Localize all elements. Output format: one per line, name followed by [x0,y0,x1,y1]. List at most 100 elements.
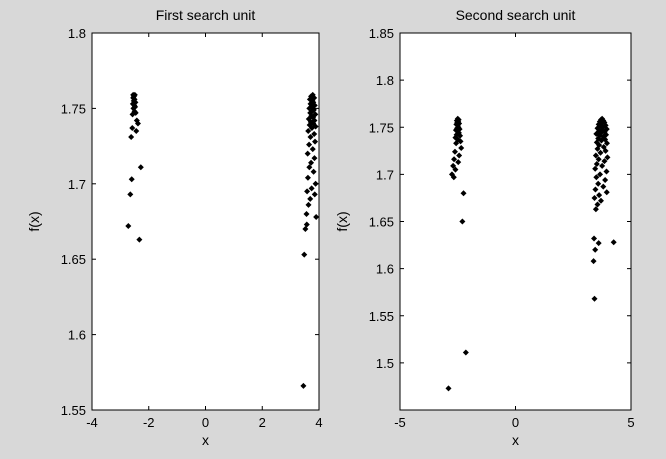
data-point [459,218,466,225]
data-point [128,176,135,183]
chart-title: First search unit [156,7,256,23]
y-tick-label: 1.7 [68,177,86,192]
data-point [302,226,309,233]
data-point [128,134,135,141]
data-point [451,148,458,155]
data-point [604,154,611,161]
data-point [129,111,136,118]
data-point [304,174,311,181]
chart-title: Second search unit [456,7,576,23]
plot-area [91,32,320,411]
data-point [593,174,600,181]
data-point [602,122,609,129]
data-point [456,152,463,159]
data-point [313,213,320,220]
data-point [312,138,319,145]
data-point [591,295,598,302]
x-tick-label: -2 [143,415,155,430]
data-point [445,385,452,392]
data-point [598,137,605,144]
subplot-first-search-unit: First search unit x f(x) -4 -2 0 2 4 1.55 1.6 1… [26,7,323,448]
data-point [450,162,457,169]
data-point [308,159,315,166]
data-point [137,164,144,171]
data-point [311,131,318,138]
data-point [595,156,602,163]
data-point [600,183,607,190]
x-axis-label: x [202,432,209,448]
data-point [591,194,598,201]
data-point [592,206,599,213]
data-point [312,180,319,187]
data-point [457,138,464,145]
y-tick-label: 1.8 [376,73,394,88]
x-tick-label: 2 [259,415,266,430]
data-point [594,201,601,208]
data-point [592,186,599,193]
data-point [308,185,315,192]
data-point [460,190,467,197]
data-point [603,140,610,147]
data-point [307,134,314,141]
data-point [134,120,141,127]
data-point [308,125,315,132]
data-point [597,197,604,204]
data-point [595,180,602,187]
subplot-second-search-unit: Second search unit x f(x) -5 0 5 1.5 1.55 1.6… [334,7,635,448]
y-tick-label: 1.6 [376,262,394,277]
data-point [597,149,604,156]
x-tick-label: -4 [86,415,98,430]
y-tick-label: 1.75 [369,120,394,135]
x-tick-label: 0 [512,415,519,430]
data-point [596,192,603,199]
y-tick-label: 1.8 [68,26,86,41]
plot-area [399,32,632,411]
data-point [462,349,469,356]
data-point [125,223,132,230]
data-point [136,236,143,243]
data-point [457,132,464,139]
y-axis-label: f(x) [26,211,42,231]
y-tick-label: 1.55 [61,403,86,418]
x-tick-label: 5 [627,415,634,430]
data-point [599,162,606,169]
x-tick-label: -5 [394,415,406,430]
x-axis-label: x [512,432,519,448]
y-tick-label: 1.65 [61,252,86,267]
y-tick-label: 1.65 [369,215,394,230]
data-point [597,171,604,178]
data-point [603,189,610,196]
data-point [306,164,313,171]
data-point [129,125,136,132]
data-point [307,195,314,202]
data-point [603,168,610,175]
data-point [592,165,599,172]
data-point [458,144,465,151]
data-point [303,221,310,228]
data-point [127,191,134,198]
x-tick-label: 4 [315,415,322,430]
data-point [602,147,609,154]
data-point [595,240,602,247]
y-axis-label: f(x) [334,211,350,231]
data-point [453,140,460,147]
data-point [303,210,310,217]
data-point [133,128,140,135]
data-point [592,246,599,253]
data-point [305,128,312,135]
data-point [300,382,307,389]
data-point [610,239,617,246]
data-point [602,177,609,184]
data-point [590,258,597,265]
data-point [451,156,458,163]
data-point [593,161,600,168]
y-tick-label: 1.75 [61,101,86,116]
data-point [304,188,311,195]
data-point [592,152,599,159]
y-tick-label: 1.7 [376,167,394,182]
data-point [310,168,317,175]
data-point [311,155,318,162]
x-tick-label: 0 [202,415,209,430]
